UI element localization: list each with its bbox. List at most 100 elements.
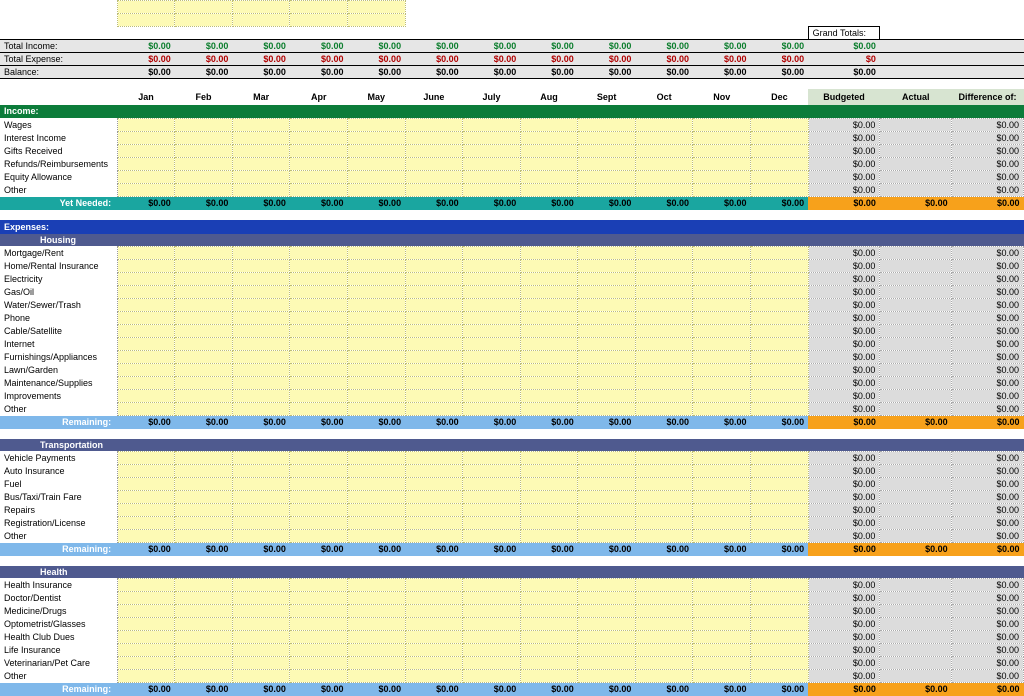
blank[interactable] bbox=[880, 66, 952, 79]
strip[interactable] bbox=[578, 1, 636, 14]
cell-actual[interactable] bbox=[880, 390, 952, 403]
cell[interactable] bbox=[348, 158, 406, 171]
cell[interactable] bbox=[520, 325, 578, 338]
yetneeded-val[interactable]: $0.00 bbox=[348, 197, 406, 210]
cell[interactable] bbox=[520, 530, 578, 543]
cell[interactable] bbox=[117, 299, 175, 312]
remaining-val[interactable]: $0.00 bbox=[693, 543, 751, 556]
cell[interactable] bbox=[463, 171, 521, 184]
cell[interactable] bbox=[290, 312, 348, 325]
cell[interactable] bbox=[232, 273, 290, 286]
cell[interactable] bbox=[463, 403, 521, 416]
cell[interactable] bbox=[578, 644, 636, 657]
cell[interactable] bbox=[751, 299, 809, 312]
total-expense-val[interactable]: $0.00 bbox=[635, 53, 693, 66]
cell[interactable] bbox=[463, 377, 521, 390]
cell[interactable] bbox=[290, 452, 348, 465]
cell[interactable] bbox=[117, 286, 175, 299]
cell[interactable] bbox=[520, 491, 578, 504]
cell[interactable] bbox=[175, 247, 233, 260]
total-income-val[interactable]: $0.00 bbox=[635, 40, 693, 53]
cell[interactable] bbox=[693, 286, 751, 299]
total-balance-val[interactable]: $0.00 bbox=[405, 66, 463, 79]
cell-diff[interactable]: $0.00 bbox=[952, 452, 1024, 465]
cell[interactable] bbox=[232, 184, 290, 197]
cell[interactable] bbox=[693, 631, 751, 644]
cell-budgeted[interactable]: $0.00 bbox=[808, 351, 880, 364]
blank[interactable] bbox=[175, 27, 233, 40]
cell[interactable] bbox=[232, 247, 290, 260]
cell[interactable] bbox=[348, 351, 406, 364]
total-balance-val[interactable]: $0.00 bbox=[232, 66, 290, 79]
cell-actual[interactable] bbox=[880, 338, 952, 351]
cell[interactable] bbox=[520, 364, 578, 377]
cell[interactable] bbox=[405, 504, 463, 517]
cell[interactable] bbox=[578, 390, 636, 403]
cell[interactable] bbox=[635, 171, 693, 184]
cell[interactable] bbox=[175, 579, 233, 592]
cell-actual[interactable] bbox=[880, 171, 952, 184]
total-income-grand[interactable]: $0.00 bbox=[808, 40, 880, 53]
cell[interactable] bbox=[635, 465, 693, 478]
blank[interactable] bbox=[117, 27, 175, 40]
cell[interactable] bbox=[578, 631, 636, 644]
cell[interactable] bbox=[175, 286, 233, 299]
cell[interactable] bbox=[405, 644, 463, 657]
cell-diff[interactable]: $0.00 bbox=[952, 403, 1024, 416]
cell[interactable] bbox=[175, 184, 233, 197]
cell[interactable] bbox=[463, 452, 521, 465]
cell[interactable] bbox=[463, 644, 521, 657]
cell[interactable] bbox=[348, 338, 406, 351]
cell[interactable] bbox=[463, 364, 521, 377]
cell[interactable] bbox=[635, 390, 693, 403]
cell[interactable] bbox=[175, 504, 233, 517]
cell[interactable] bbox=[405, 325, 463, 338]
cell[interactable] bbox=[405, 491, 463, 504]
total-income-val[interactable]: $0.00 bbox=[117, 40, 175, 53]
strip[interactable] bbox=[290, 14, 348, 27]
total-balance-val[interactable]: $0.00 bbox=[175, 66, 233, 79]
cell[interactable] bbox=[463, 465, 521, 478]
cell[interactable] bbox=[290, 132, 348, 145]
remaining-val[interactable]: $0.00 bbox=[578, 683, 636, 696]
cell[interactable] bbox=[463, 132, 521, 145]
cell-actual[interactable] bbox=[880, 364, 952, 377]
cell[interactable] bbox=[405, 351, 463, 364]
cell[interactable] bbox=[463, 618, 521, 631]
cell-actual[interactable] bbox=[880, 517, 952, 530]
cell[interactable] bbox=[693, 657, 751, 670]
cell[interactable] bbox=[232, 338, 290, 351]
blank[interactable] bbox=[952, 14, 1024, 27]
cell[interactable] bbox=[463, 119, 521, 132]
cell[interactable] bbox=[405, 465, 463, 478]
cell[interactable] bbox=[175, 299, 233, 312]
total-income-val[interactable]: $0.00 bbox=[463, 40, 521, 53]
remaining-val[interactable]: $0.00 bbox=[405, 683, 463, 696]
cell-budgeted[interactable]: $0.00 bbox=[808, 517, 880, 530]
cell[interactable] bbox=[175, 478, 233, 491]
cell[interactable] bbox=[635, 260, 693, 273]
cell[interactable] bbox=[751, 504, 809, 517]
total-balance-val[interactable]: $0.00 bbox=[463, 66, 521, 79]
cell[interactable] bbox=[175, 670, 233, 683]
cell[interactable] bbox=[635, 670, 693, 683]
cell-actual[interactable] bbox=[880, 504, 952, 517]
yetneeded-val[interactable]: $0.00 bbox=[751, 197, 809, 210]
cell[interactable] bbox=[175, 312, 233, 325]
cell[interactable] bbox=[693, 184, 751, 197]
cell[interactable] bbox=[348, 273, 406, 286]
cell[interactable] bbox=[348, 491, 406, 504]
cell[interactable] bbox=[693, 605, 751, 618]
cell-diff[interactable]: $0.00 bbox=[952, 670, 1024, 683]
remaining-sum[interactable]: $0.00 bbox=[808, 543, 880, 556]
cell-diff[interactable]: $0.00 bbox=[952, 592, 1024, 605]
cell[interactable] bbox=[578, 670, 636, 683]
cell-budgeted[interactable]: $0.00 bbox=[808, 530, 880, 543]
cell-actual[interactable] bbox=[880, 132, 952, 145]
cell[interactable] bbox=[290, 592, 348, 605]
cell[interactable] bbox=[175, 145, 233, 158]
cell[interactable] bbox=[175, 605, 233, 618]
cell[interactable] bbox=[635, 312, 693, 325]
cell[interactable] bbox=[635, 364, 693, 377]
cell[interactable] bbox=[405, 119, 463, 132]
